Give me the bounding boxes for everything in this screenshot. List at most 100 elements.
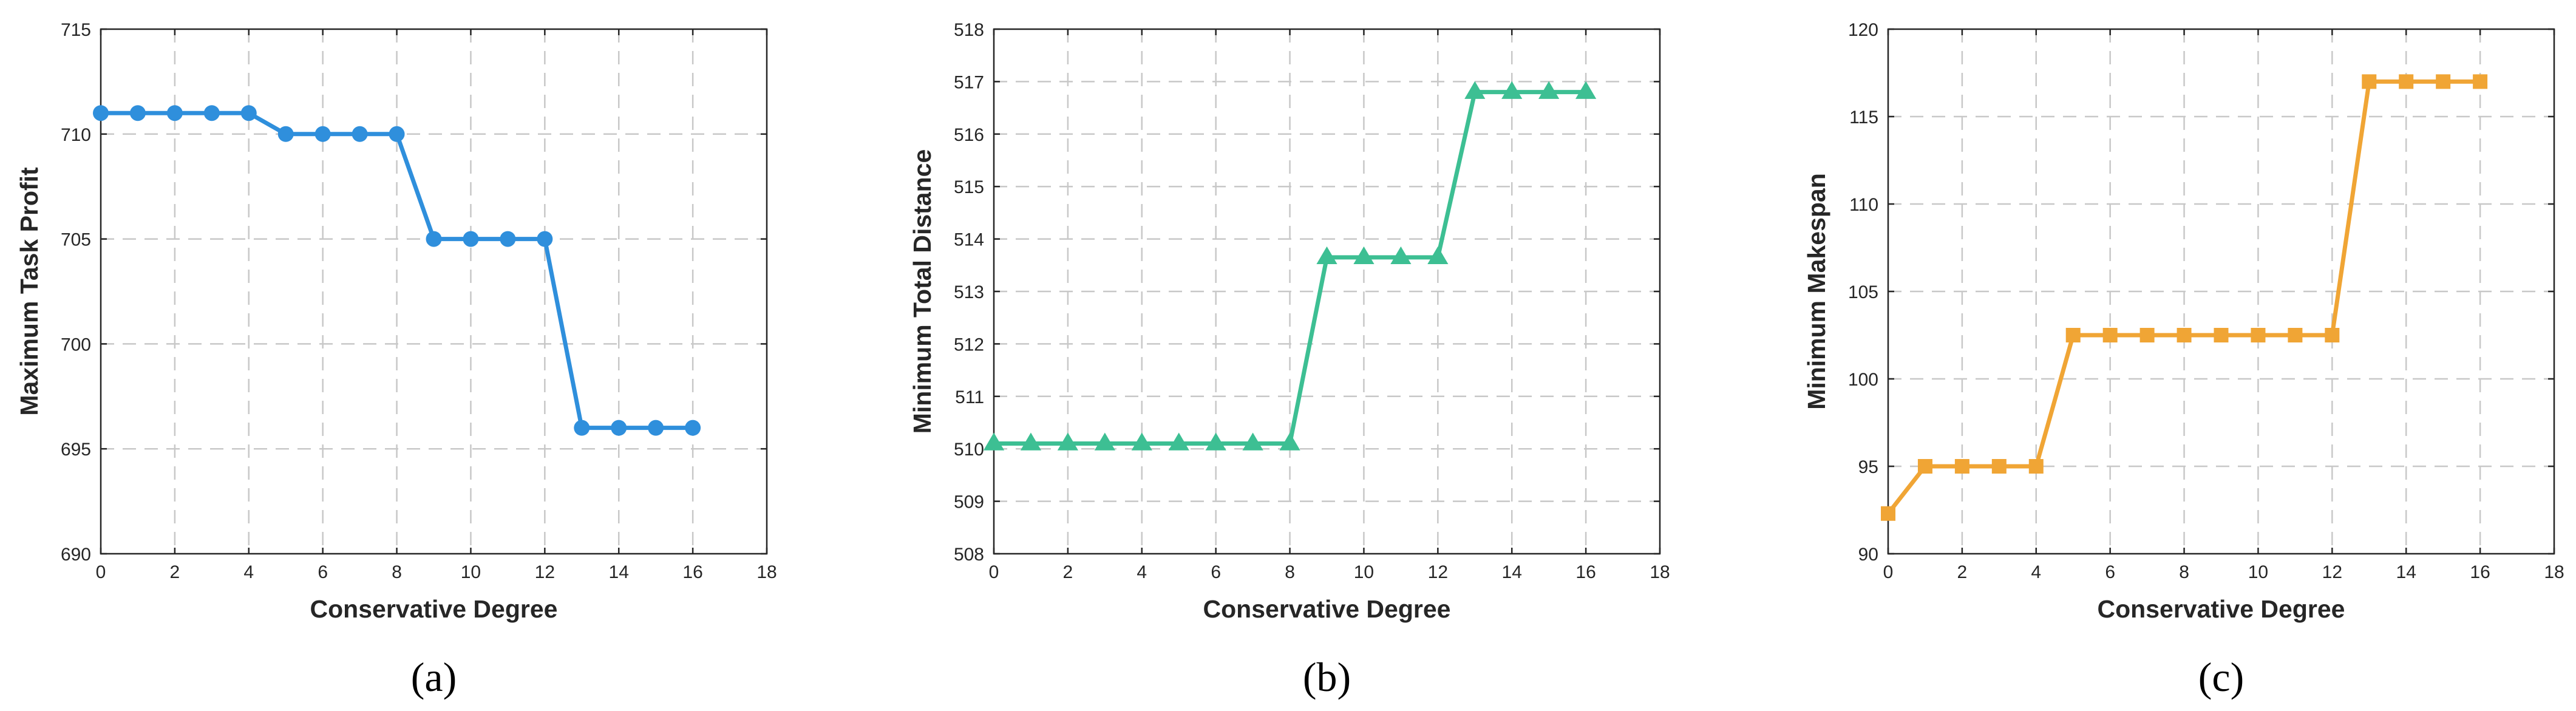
y-tick-label: 105 [1848, 282, 1878, 302]
y-tick-label: 715 [61, 20, 91, 40]
x-tick-label: 14 [2396, 562, 2416, 582]
x-tick-label: 16 [682, 562, 702, 582]
y-tick-label: 100 [1848, 370, 1878, 390]
data-point-marker [1427, 246, 1449, 264]
x-tick-label: 16 [1575, 562, 1596, 582]
data-point-marker [1316, 246, 1337, 264]
x-tick-label: 2 [170, 562, 180, 582]
data-point-marker [203, 105, 220, 121]
x-tick-label: 12 [2322, 562, 2342, 582]
y-tick-label: 110 [1849, 195, 1878, 215]
x-tick-label: 10 [461, 562, 481, 582]
x-tick-label: 14 [609, 562, 629, 582]
y-tick-label: 120 [1848, 20, 1878, 40]
data-point-marker [537, 231, 553, 247]
data-point-marker [648, 420, 664, 436]
x-tick-label: 0 [989, 562, 999, 582]
x-tick-label: 14 [1502, 562, 1522, 582]
chart-panel-a: 0 2 4 6 8 10 12 14 16 18 690 695 700 705 710 715 Conserv… [15, 20, 777, 700]
data-point-marker [1464, 81, 1486, 99]
data-point-marker [1991, 459, 2007, 474]
data-point-marker [1131, 432, 1152, 451]
data-point-marker [166, 105, 183, 121]
y-tick-label: 515 [954, 177, 984, 197]
x-tick-label: 4 [243, 562, 254, 582]
data-point-marker [500, 231, 516, 247]
x-tick-label: 18 [756, 562, 777, 582]
data-point-marker [129, 105, 146, 121]
chart-panel-c: 0 2 4 6 8 10 12 14 16 18 90 95 100 105 110 115 120 Conser… [1803, 20, 2564, 700]
data-point-marker [1020, 432, 1042, 451]
data-point-marker [1575, 81, 1597, 99]
x-tick-label: 6 [318, 562, 328, 582]
data-point-marker [1954, 459, 1969, 474]
axes-frame [100, 28, 768, 555]
x-tick-label: 6 [2105, 562, 2115, 582]
y-tick-label: 695 [61, 440, 91, 460]
chart-panel-b: 0 2 4 6 8 10 12 14 16 185085095105115125135145155… [908, 20, 1670, 700]
y-tick-label: 511 [955, 387, 984, 407]
grid-lines [101, 29, 767, 554]
y-tick-label: 705 [61, 230, 91, 250]
x-tick-label: 0 [96, 562, 106, 582]
data-point-marker [2028, 459, 2044, 474]
x-tick-label: 6 [1211, 562, 1221, 582]
series-markers [1881, 74, 2488, 521]
data-point-marker [240, 105, 257, 121]
y-tick-label: 95 [1858, 457, 1878, 477]
data-point-marker [1094, 432, 1115, 451]
x-axis-title: Conservative Degree [1203, 595, 1451, 623]
y-axis-title: Minimum Makespan [1803, 173, 1830, 410]
data-point-marker [2362, 74, 2377, 89]
data-point-marker [1390, 246, 1412, 264]
x-tick-label: 8 [2179, 562, 2189, 582]
y-tick-label: 690 [61, 545, 91, 565]
data-point-marker [389, 126, 405, 142]
x-tick-label: 4 [1137, 562, 1147, 582]
series-markers [983, 81, 1597, 451]
x-tick-label: 18 [2544, 562, 2564, 582]
y-tick-label: 90 [1858, 545, 1878, 565]
y-tick-label: 510 [954, 440, 984, 460]
data-point-marker [2177, 328, 2192, 342]
x-tick-label: 10 [1354, 562, 1374, 582]
x-axis-title: Conservative Degree [2098, 595, 2345, 623]
data-point-marker [1168, 432, 1189, 451]
data-point-marker [463, 231, 479, 247]
data-point-marker [1279, 432, 1300, 451]
x-axis-title: Conservative Degree [310, 595, 558, 623]
data-point-marker [983, 432, 1005, 451]
x-tick-label: 18 [1650, 562, 1670, 582]
data-point-marker [1057, 432, 1078, 451]
y-axis-title: Minimum Total Distance [908, 149, 936, 434]
x-tick-label: 2 [1957, 562, 1968, 582]
y-tick-label: 509 [954, 492, 984, 512]
x-tick-label: 10 [2248, 562, 2268, 582]
x-tick-label: 0 [1883, 562, 1894, 582]
data-point-marker [314, 126, 331, 142]
data-point-marker [277, 126, 294, 142]
data-point-marker [2214, 328, 2229, 342]
data-point-marker [611, 420, 627, 436]
panel-label: (b) [1303, 654, 1351, 700]
data-point-marker [2251, 328, 2266, 342]
data-point-marker [574, 420, 590, 436]
data-point-marker [1353, 246, 1375, 264]
data-point-marker [2436, 74, 2451, 89]
data-point-marker [1242, 432, 1263, 451]
x-tick-label: 16 [2470, 562, 2490, 582]
x-tick-label: 2 [1063, 562, 1073, 582]
grid-lines [1888, 29, 2554, 554]
data-point-marker [426, 231, 442, 247]
y-tick-label: 517 [954, 72, 984, 92]
data-point-marker [2139, 328, 2155, 342]
data-point-marker [2325, 328, 2340, 342]
y-axis-ticks: 690 695 700 705 710 715 [61, 20, 767, 565]
data-point-marker [2399, 74, 2414, 89]
series-markers [93, 105, 701, 436]
data-point-marker [1538, 81, 1560, 99]
x-tick-label: 12 [1428, 562, 1448, 582]
x-tick-label: 12 [535, 562, 555, 582]
y-tick-label: 514 [954, 230, 984, 250]
